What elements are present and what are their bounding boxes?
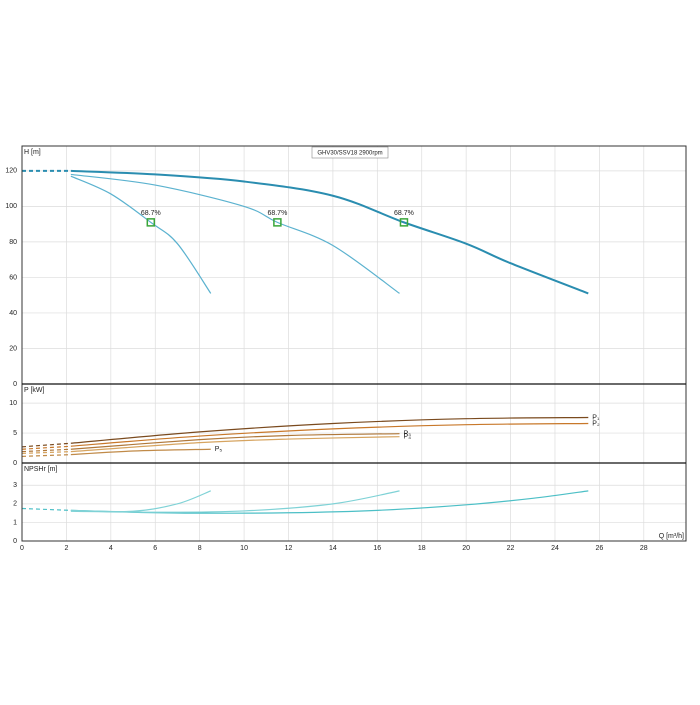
chart-title: GHV30/SSV18 2900rpm bbox=[317, 151, 382, 157]
x-tick-label: 26 bbox=[595, 545, 603, 552]
y-axis-label: P [kW] bbox=[24, 387, 45, 394]
curve-label: P₂ bbox=[592, 420, 600, 427]
y-tick-label: 120 bbox=[5, 168, 17, 175]
y-tick-label: 1 bbox=[13, 519, 17, 526]
x-tick-label: 22 bbox=[507, 545, 515, 552]
y-tick-label: 40 bbox=[9, 310, 17, 317]
curve bbox=[70, 422, 589, 447]
extrapolated-line bbox=[21, 451, 71, 455]
curve bbox=[70, 436, 400, 453]
y-tick-label: 0 bbox=[13, 381, 17, 388]
frame bbox=[21, 145, 687, 542]
x-axis-label: Q [m³/h] bbox=[659, 533, 684, 540]
x-tick-label: 28 bbox=[640, 545, 648, 552]
x-tick-label: 8 bbox=[198, 545, 202, 552]
curve bbox=[70, 433, 400, 450]
y-tick-label: 10 bbox=[9, 400, 17, 407]
y-axis-label: NPSHr [m] bbox=[24, 466, 58, 473]
extrapolated-line bbox=[21, 454, 71, 458]
y-tick-label: 3 bbox=[13, 482, 17, 489]
curve bbox=[70, 448, 211, 456]
y-tick-label: 0 bbox=[13, 460, 17, 467]
curve bbox=[70, 173, 400, 294]
x-tick-label: 6 bbox=[153, 545, 157, 552]
y-tick-label: 100 bbox=[5, 203, 17, 210]
x-tick-label: 14 bbox=[329, 545, 337, 552]
extrapolated-line bbox=[21, 442, 71, 448]
x-tick-label: 16 bbox=[373, 545, 381, 552]
efficiency-marker bbox=[399, 218, 409, 227]
curve-label: P₃ bbox=[404, 431, 412, 438]
curve-label: P₅ bbox=[215, 446, 223, 453]
x-tick-label: 4 bbox=[109, 545, 113, 552]
y-tick-label: 80 bbox=[9, 239, 17, 246]
efficiency-marker bbox=[146, 218, 156, 227]
curve-label: P₄ bbox=[404, 434, 412, 441]
x-tick-label: 10 bbox=[240, 545, 248, 552]
curve bbox=[70, 169, 589, 295]
x-tick-label: 20 bbox=[462, 545, 470, 552]
curve-label: P₁ bbox=[592, 414, 600, 421]
curve bbox=[70, 490, 211, 513]
y-axis-label: H [m] bbox=[24, 149, 41, 156]
title-box bbox=[311, 146, 389, 159]
efficiency-label: 68.7% bbox=[267, 210, 287, 217]
x-tick-label: 24 bbox=[551, 545, 559, 552]
extrapolated-line bbox=[21, 507, 71, 511]
y-tick-label: 2 bbox=[13, 501, 17, 508]
curve bbox=[70, 416, 589, 444]
extrapolated-line bbox=[21, 445, 71, 450]
efficiency-label: 68.7% bbox=[394, 210, 414, 217]
x-tick-label: 18 bbox=[418, 545, 426, 552]
curve bbox=[70, 175, 212, 294]
x-tick-label: 2 bbox=[64, 545, 68, 552]
efficiency-label: 68.7% bbox=[141, 210, 161, 217]
y-tick-label: 0 bbox=[13, 538, 17, 545]
x-tick-label: 0 bbox=[20, 545, 24, 552]
extrapolated-line bbox=[21, 448, 71, 453]
y-tick-label: 20 bbox=[9, 345, 17, 352]
y-tick-label: 60 bbox=[9, 274, 17, 281]
y-tick-label: 5 bbox=[13, 430, 17, 437]
efficiency-marker bbox=[273, 218, 282, 227]
x-tick-label: 12 bbox=[285, 545, 293, 552]
